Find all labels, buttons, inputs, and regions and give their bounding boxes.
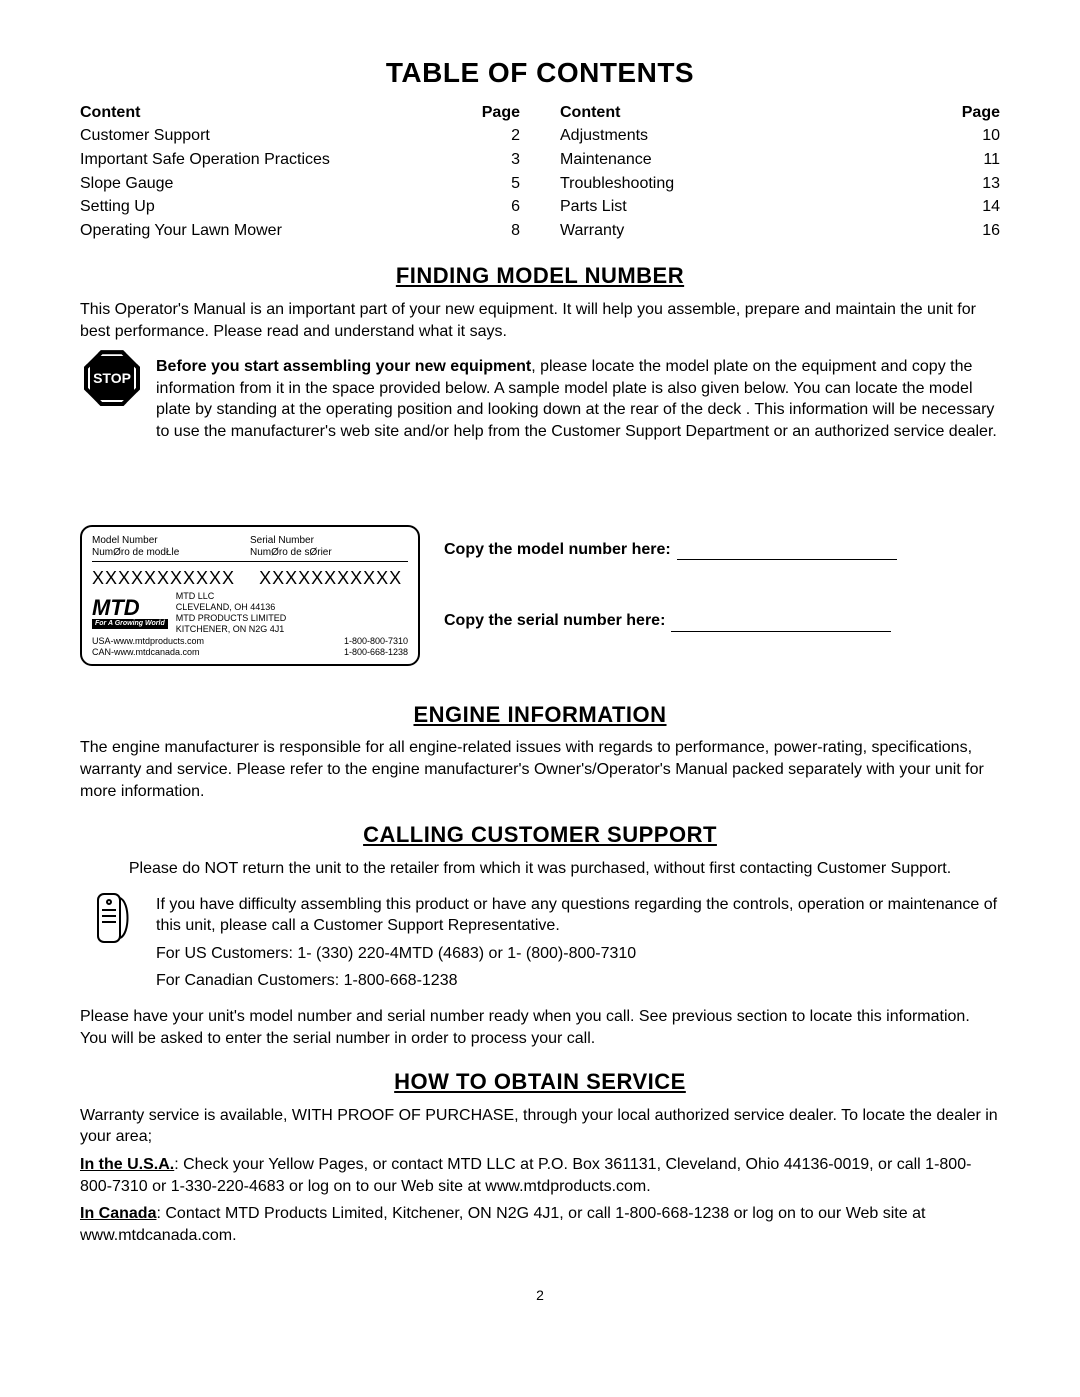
toc-page: 11 xyxy=(960,149,1000,171)
toc-row: Slope Gauge 5 xyxy=(80,173,520,195)
toc-row: Setting Up 6 xyxy=(80,196,520,218)
stop-bold: Before you start assembling your new equ… xyxy=(156,358,531,375)
toc-label: Adjustments xyxy=(560,125,648,147)
toc-label: Customer Support xyxy=(80,125,210,147)
copy-serial-label: Copy the serial number here: xyxy=(444,612,665,629)
service-usa-bold: In the U.S.A. xyxy=(80,1156,174,1173)
phone-icon xyxy=(80,888,144,998)
toc-row: Troubleshooting 13 xyxy=(560,173,1000,195)
toc-label: Important Safe Operation Practices xyxy=(80,149,330,171)
finding-title: FINDING MODEL NUMBER xyxy=(80,261,1000,291)
plate-addr3: MTD PRODUCTS LIMITED xyxy=(176,613,287,624)
engine-body: The engine manufacturer is responsible f… xyxy=(80,737,1000,802)
model-plate-section: Model Number NumØro de modŁle Serial Num… xyxy=(80,509,1000,682)
toc-page: 6 xyxy=(480,196,520,218)
stop-icon: STOP xyxy=(80,350,144,448)
toc-title: TABLE OF CONTENTS xyxy=(80,54,1000,92)
mtd-tagline: For A Growing World xyxy=(92,619,168,629)
toc-label: Parts List xyxy=(560,196,627,218)
support-p1: If you have difficulty assembling this p… xyxy=(156,894,1000,937)
toc-header: Content Page xyxy=(80,102,520,124)
toc-page: 16 xyxy=(960,220,1000,242)
toc-page: 8 xyxy=(480,220,520,242)
support-title: CALLING CUSTOMER SUPPORT xyxy=(80,820,1000,850)
plate-model-label: Model Number xyxy=(92,535,250,547)
finding-intro: This Operator's Manual is an important p… xyxy=(80,299,1000,342)
plate-foot-r: 1-800-800-7310 xyxy=(344,636,408,647)
toc-page: 2 xyxy=(480,125,520,147)
toc-label: Setting Up xyxy=(80,196,155,218)
phone-block: If you have difficulty assembling this p… xyxy=(80,888,1000,998)
plate-foot-r2: 1-800-668-1238 xyxy=(344,647,408,658)
toc-page: 13 xyxy=(960,173,1000,195)
stop-text: Before you start assembling your new equ… xyxy=(156,350,1000,448)
toc-page: 10 xyxy=(960,125,1000,147)
copy-fields: Copy the model number here: Copy the ser… xyxy=(444,509,1000,682)
plate-addr1: MTD LLC xyxy=(176,591,287,602)
plate-x2: XXXXXXXXXXX xyxy=(259,568,402,590)
toc-label: Slope Gauge xyxy=(80,173,173,195)
plate-serial-label2: NumØro de sØrier xyxy=(250,547,408,559)
toc-row: Important Safe Operation Practices 3 xyxy=(80,149,520,171)
toc-row: Adjustments 10 xyxy=(560,125,1000,147)
toc-grid: Content Page Customer Support 2 Important… xyxy=(80,102,1000,244)
model-plate: Model Number NumØro de modŁle Serial Num… xyxy=(80,525,420,666)
plate-serial-label: Serial Number xyxy=(250,535,408,547)
toc-label: Warranty xyxy=(560,220,624,242)
service-can-rest: : Contact MTD Products Limited, Kitchene… xyxy=(80,1205,925,1244)
toc-header-page: Page xyxy=(960,102,1000,124)
service-usa-rest: : Check your Yellow Pages, or contact MT… xyxy=(80,1156,971,1195)
plate-foot-l: USA-www.mtdproducts.com xyxy=(92,636,204,647)
toc-header-content: Content xyxy=(80,102,140,124)
copy-model-label: Copy the model number here: xyxy=(444,541,671,558)
stop-label: STOP xyxy=(88,354,136,402)
support-line1: Please do NOT return the unit to the ret… xyxy=(80,858,1000,880)
toc-header-page: Page xyxy=(480,102,520,124)
plate-x1: XXXXXXXXXXX xyxy=(92,568,235,590)
toc-label: Troubleshooting xyxy=(560,173,674,195)
service-p1: Warranty service is available, WITH PROO… xyxy=(80,1105,1000,1148)
toc-row: Maintenance 11 xyxy=(560,149,1000,171)
toc-row: Operating Your Lawn Mower 8 xyxy=(80,220,520,242)
stop-block: STOP Before you start assembling your ne… xyxy=(80,350,1000,448)
toc-page: 14 xyxy=(960,196,1000,218)
support-text: If you have difficulty assembling this p… xyxy=(156,888,1000,998)
copy-serial-blank[interactable] xyxy=(671,631,891,632)
page-number: 2 xyxy=(80,1286,1000,1305)
support-p3: For Canadian Customers: 1-800-668-1238 xyxy=(156,970,1000,992)
plate-addr4: KITCHENER, ON N2G 4J1 xyxy=(176,624,287,635)
support-p2: For US Customers: 1- (330) 220-4MTD (468… xyxy=(156,943,1000,965)
toc-col-left: Content Page Customer Support 2 Important… xyxy=(80,102,520,244)
toc-label: Maintenance xyxy=(560,149,652,171)
toc-page: 3 xyxy=(480,149,520,171)
mtd-logo: MTD xyxy=(92,597,168,619)
toc-row: Parts List 14 xyxy=(560,196,1000,218)
plate-addr2: CLEVELAND, OH 44136 xyxy=(176,602,287,613)
toc-row: Customer Support 2 xyxy=(80,125,520,147)
toc-header: Content Page xyxy=(560,102,1000,124)
toc-row: Warranty 16 xyxy=(560,220,1000,242)
copy-model-blank[interactable] xyxy=(677,559,897,560)
engine-title: ENGINE INFORMATION xyxy=(80,700,1000,730)
support-after: Please have your unit's model number and… xyxy=(80,1006,1000,1049)
plate-model-label2: NumØro de modŁle xyxy=(92,547,250,559)
toc-header-content: Content xyxy=(560,102,620,124)
service-can-bold: In Canada xyxy=(80,1205,156,1222)
toc-page: 5 xyxy=(480,173,520,195)
plate-foot-l2: CAN-www.mtdcanada.com xyxy=(92,647,204,658)
toc-label: Operating Your Lawn Mower xyxy=(80,220,282,242)
toc-col-right: Content Page Adjustments 10 Maintenance 11… xyxy=(560,102,1000,244)
service-title: HOW TO OBTAIN SERVICE xyxy=(80,1067,1000,1097)
